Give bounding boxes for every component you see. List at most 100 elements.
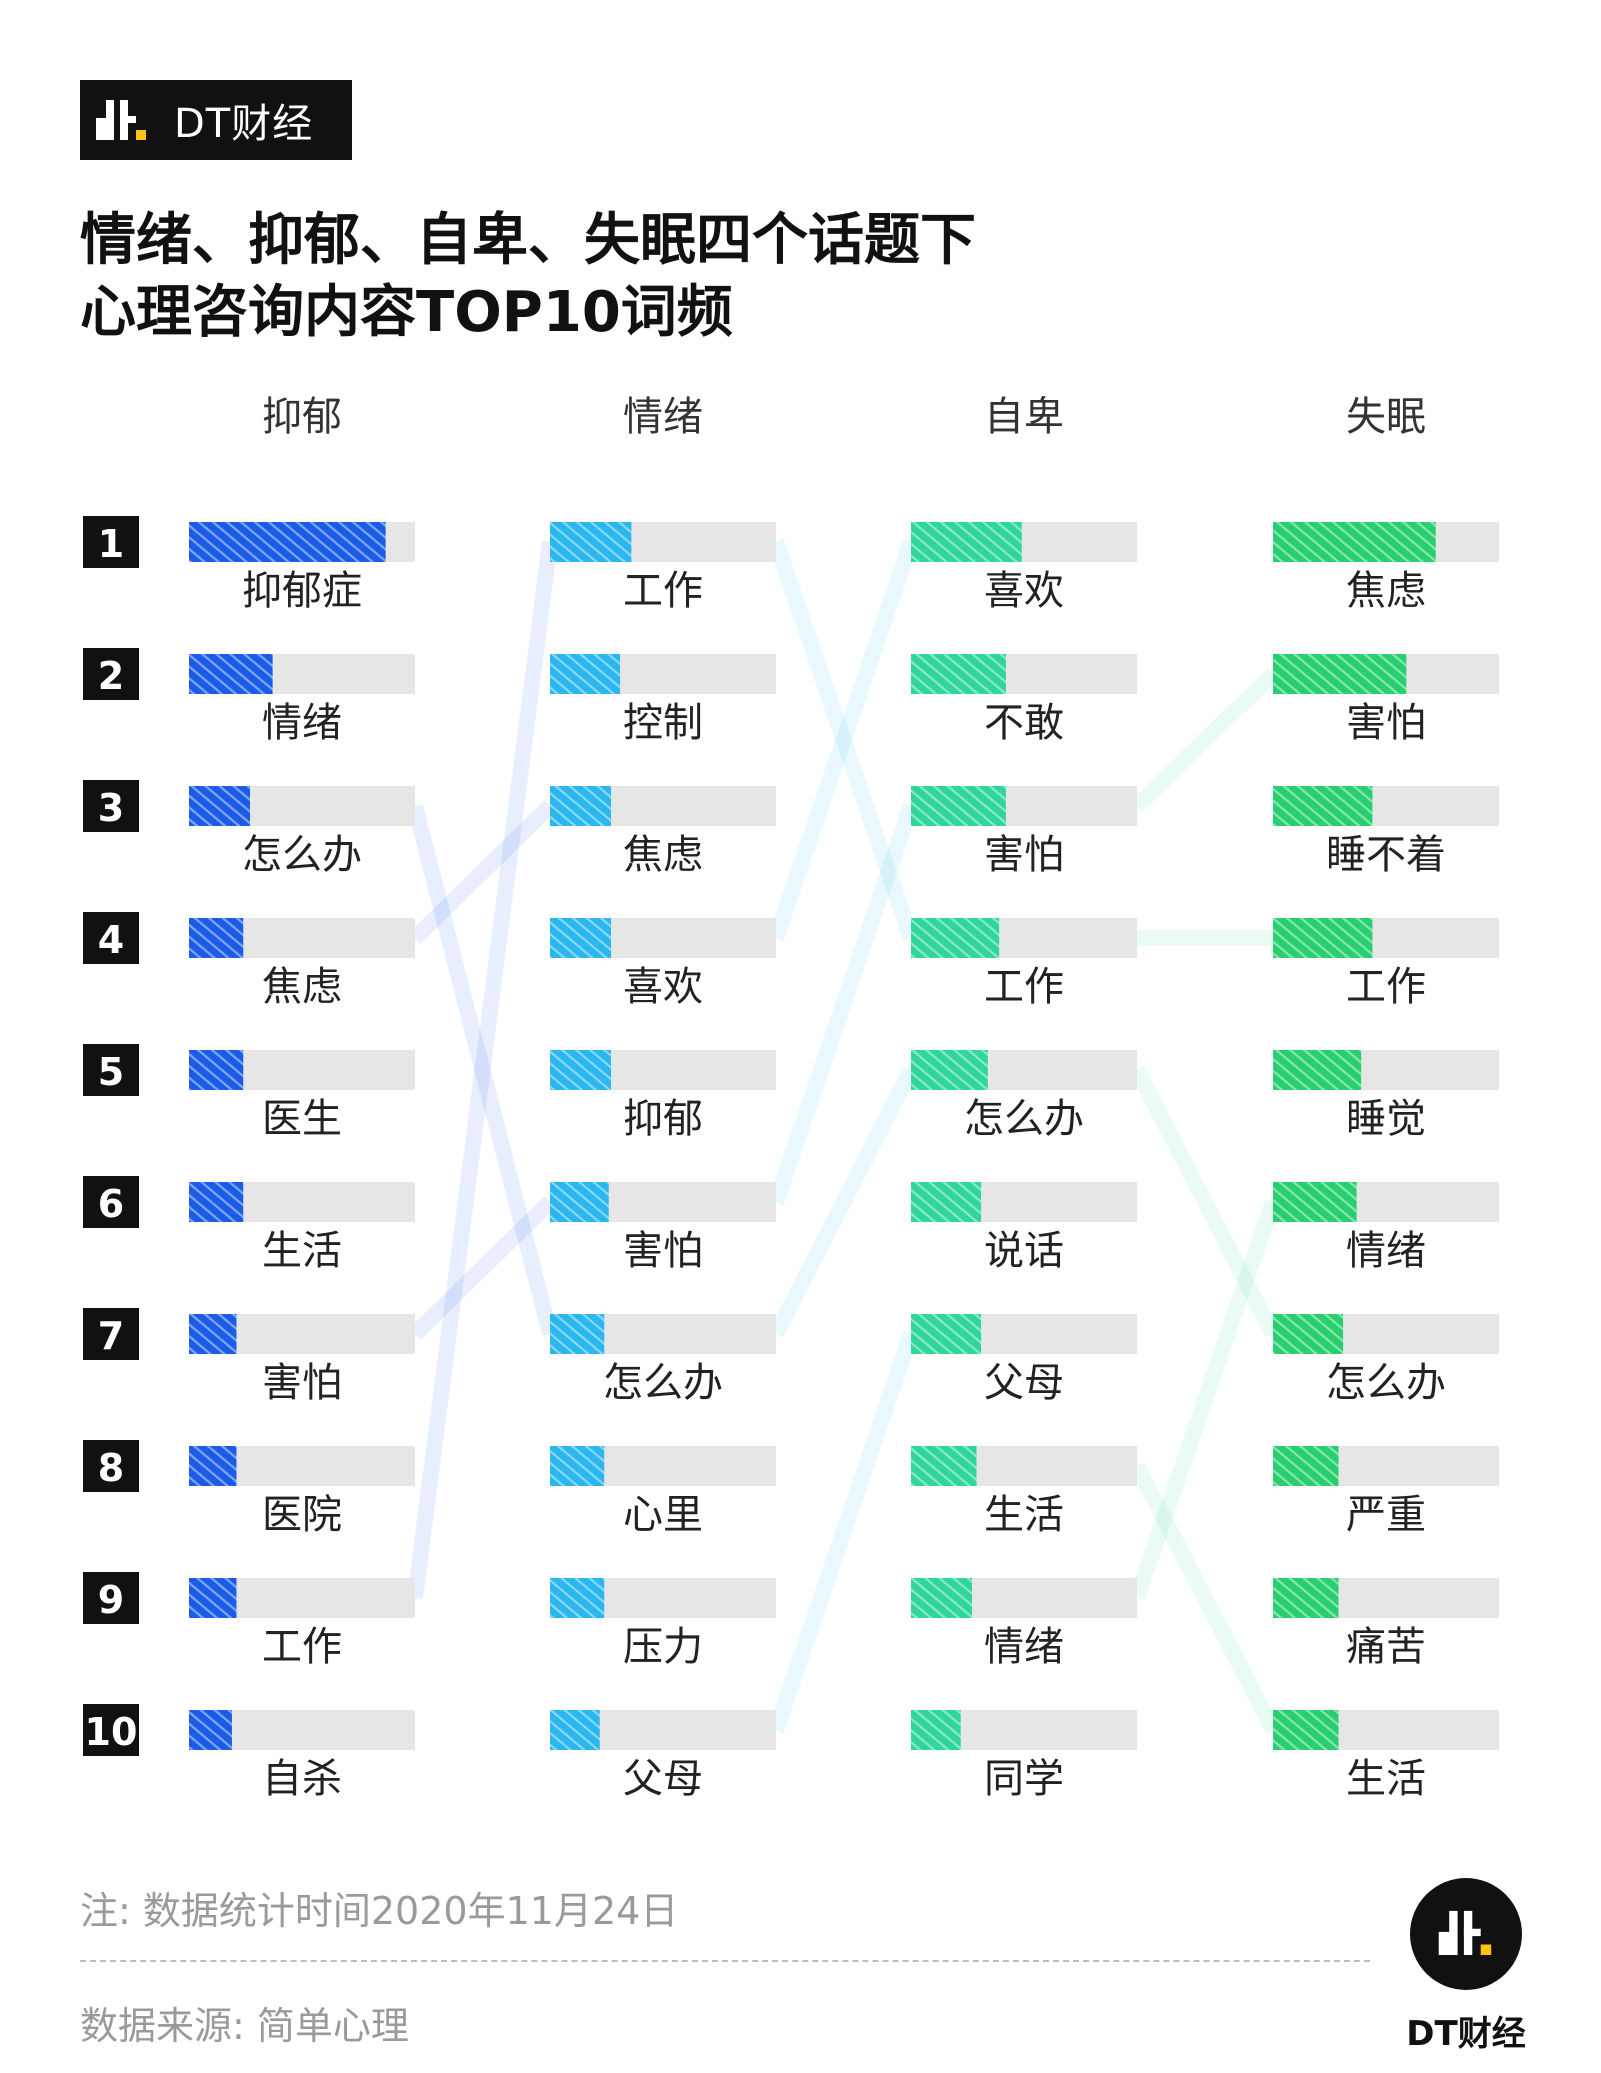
connector-line xyxy=(768,1331,919,1733)
term-label: 不敢 xyxy=(984,700,1064,746)
bar xyxy=(1273,918,1373,958)
rank-number: 5 xyxy=(98,1050,124,1094)
rank-box xyxy=(83,1308,139,1360)
bar xyxy=(1273,654,1407,694)
chart-title-line-1: 情绪、抑郁、自卑、失眠四个话题下 xyxy=(80,208,976,273)
rank-number: 7 xyxy=(98,1314,124,1358)
connector-line xyxy=(407,804,558,1336)
term-label: 睡不着 xyxy=(1326,832,1446,878)
column-header: 失眠 xyxy=(1346,394,1426,440)
term-label: 焦虑 xyxy=(1346,568,1426,614)
bar xyxy=(189,1050,244,1090)
term-label: 抑郁症 xyxy=(242,568,362,614)
term-label: 工作 xyxy=(1346,964,1426,1010)
bar xyxy=(911,1710,961,1750)
bar xyxy=(1273,1050,1362,1090)
term-label: 同学 xyxy=(984,1756,1064,1802)
brand-name: DT财经 xyxy=(174,101,314,147)
connector-line xyxy=(768,539,919,941)
connector-line xyxy=(1129,1462,1281,1734)
bar xyxy=(911,786,1006,826)
term-label: 喜欢 xyxy=(984,568,1064,614)
term-label: 生活 xyxy=(1346,1756,1426,1802)
chart-title-line-2: 心理咨询内容TOP10词频 xyxy=(80,280,733,345)
bar xyxy=(189,1314,237,1354)
term-label: 生活 xyxy=(262,1228,342,1274)
rank-box xyxy=(83,1704,139,1756)
connector-line xyxy=(1131,668,1279,812)
rank-box xyxy=(83,1440,139,1492)
rank-box xyxy=(83,912,139,964)
term-label: 情绪 xyxy=(262,700,342,746)
term-label: 怎么办 xyxy=(242,832,362,878)
bar xyxy=(189,522,386,562)
bar xyxy=(1273,1182,1357,1222)
term-label: 情绪 xyxy=(1346,1228,1426,1274)
bar xyxy=(1273,1710,1339,1750)
term-label: 抑郁 xyxy=(623,1096,703,1142)
brand-circle-logo xyxy=(1410,1878,1522,1990)
chart-title: 情绪、抑郁、自卑、失眠四个话题下 心理咨询内容TOP10词频 xyxy=(80,205,976,349)
term-label: 睡觉 xyxy=(1346,1096,1426,1142)
bar xyxy=(189,1446,237,1486)
bar xyxy=(189,786,251,826)
connector-line xyxy=(1129,1199,1281,1601)
bar xyxy=(189,918,244,958)
term-label: 害怕 xyxy=(984,832,1064,878)
rank-number: 6 xyxy=(98,1182,124,1226)
rank-number: 9 xyxy=(98,1578,124,1622)
bar xyxy=(550,522,632,562)
bar xyxy=(189,1182,244,1222)
bar xyxy=(1273,1446,1339,1486)
bar xyxy=(911,1578,973,1618)
term-label: 情绪 xyxy=(984,1624,1064,1670)
term-label: 怎么办 xyxy=(603,1360,723,1406)
bar xyxy=(1273,786,1373,826)
term-label: 焦虑 xyxy=(262,964,342,1010)
bar xyxy=(911,654,1006,694)
bar xyxy=(550,1182,609,1222)
connector-line xyxy=(768,1066,919,1338)
term-label: 自杀 xyxy=(262,1756,342,1802)
bar xyxy=(550,1314,605,1354)
dt-logo-icon xyxy=(1438,1910,1492,1955)
bar xyxy=(189,1578,237,1618)
column-header: 情绪 xyxy=(623,394,703,440)
bar xyxy=(911,918,1000,958)
bar xyxy=(911,522,1022,562)
connector-line xyxy=(768,539,919,941)
column-header: 抑郁 xyxy=(262,394,342,440)
rank-number: 3 xyxy=(98,786,124,830)
brand-badge: DT财经 xyxy=(80,80,352,160)
footnote: 注: 数据统计时间2020年11月24日 xyxy=(80,1889,679,1933)
column-header: 自卑 xyxy=(984,394,1064,440)
bar xyxy=(911,1314,982,1354)
dt-logo-icon xyxy=(96,100,146,140)
data-source: 数据来源: 简单心理 xyxy=(80,2004,409,2048)
term-label: 医院 xyxy=(262,1492,342,1538)
bar xyxy=(911,1182,982,1222)
connector-line xyxy=(409,800,556,944)
bar xyxy=(1273,1314,1344,1354)
rank-number: 10 xyxy=(85,1710,138,1754)
bar xyxy=(550,918,612,958)
rank-number: 8 xyxy=(98,1446,124,1490)
bar xyxy=(911,1050,988,1090)
bar xyxy=(189,1710,232,1750)
rank-box xyxy=(83,516,139,568)
rank-box xyxy=(83,648,139,700)
rank-box xyxy=(83,780,139,832)
bar xyxy=(550,654,621,694)
term-label: 说话 xyxy=(984,1228,1064,1274)
term-label: 医生 xyxy=(262,1096,342,1142)
word-frequency-chart: 抑郁 情绪 自卑 失眠12345678910抑郁症情绪怎么办焦虑医生生活害怕医院工作自… xyxy=(83,394,1499,1802)
term-label: 害怕 xyxy=(1346,700,1426,746)
bar xyxy=(189,654,273,694)
bar xyxy=(550,1446,605,1486)
bar xyxy=(550,1710,600,1750)
term-label: 父母 xyxy=(984,1360,1064,1406)
term-label: 控制 xyxy=(623,700,703,746)
rank-box xyxy=(83,1176,139,1228)
bar xyxy=(1273,522,1436,562)
bar xyxy=(550,1578,605,1618)
